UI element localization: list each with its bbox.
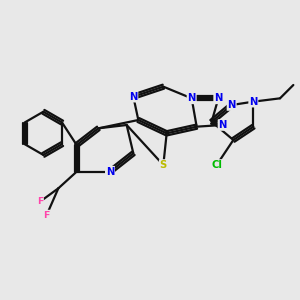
Text: F: F bbox=[44, 211, 50, 220]
Text: N: N bbox=[106, 167, 114, 177]
Text: N: N bbox=[214, 93, 223, 103]
Text: N: N bbox=[227, 100, 236, 110]
Text: Cl: Cl bbox=[211, 160, 222, 170]
Text: N: N bbox=[249, 97, 257, 107]
Text: F: F bbox=[37, 197, 43, 206]
Text: S: S bbox=[160, 160, 167, 170]
Text: N: N bbox=[188, 93, 196, 103]
Text: N: N bbox=[129, 92, 137, 102]
Text: N: N bbox=[218, 120, 227, 130]
